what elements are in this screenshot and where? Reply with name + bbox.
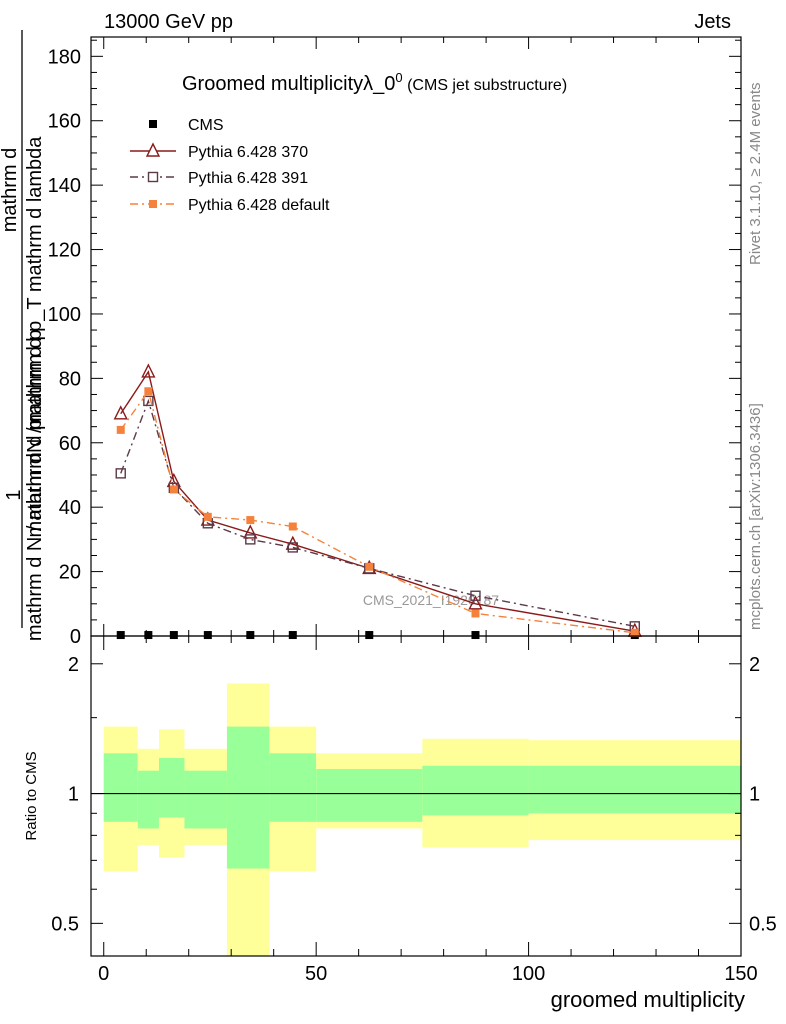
main-plot-panel: 0 20 40 60 80 100 120 140 160 180 Groomed multipli… — [0, 30, 742, 648]
data-point — [470, 590, 481, 601]
data-point — [365, 631, 374, 640]
series-line — [120, 370, 635, 632]
chart-title: Groomed multiplicityλ_00 (CMS jet substr… — [182, 70, 567, 95]
ratio-y-tick-label-right: 0.5 — [749, 913, 777, 935]
uncertainty-band-inner — [103, 753, 138, 822]
data-point — [246, 631, 255, 640]
data-point — [630, 628, 639, 637]
data-point — [169, 631, 178, 640]
uncertainty-band-inner — [158, 757, 185, 818]
y-tick-label: 20 — [59, 562, 81, 584]
y-label-denominator: mathrm d N / mathrm d p — [24, 419, 46, 641]
data-point — [141, 363, 156, 378]
data-point — [365, 562, 374, 571]
header-energy-label: 13000 GeV pp — [104, 11, 233, 33]
ratio-y-tick-label: 0.5 — [51, 913, 79, 935]
ratio-y-tick-label: 1 — [68, 784, 79, 806]
y-tick-label: 140 — [48, 175, 81, 197]
analysis-watermark: CMS_2021_I1920187 — [363, 592, 499, 608]
series-cms — [116, 631, 639, 640]
data-point — [245, 534, 256, 545]
x-tick-label: 150 — [724, 963, 757, 985]
y-axis-label: 1 mathrm dN / mathrm d p_T mathrm d lambd… — [0, 30, 65, 641]
header-jets-label: Jets — [694, 11, 731, 33]
uncertainty-band-inner — [269, 753, 317, 822]
uncertainty-band-inner — [184, 770, 227, 829]
legend-item: CMS — [149, 117, 224, 134]
data-point — [288, 522, 297, 531]
legend: CMS Pythia 6.428 370 Pythia 6.428 391 Pythi… — [130, 117, 330, 214]
rivet-version-label: Rivet 3.1.10, ≥ 2.4M events — [747, 83, 764, 266]
ratio-y-tick-label-right: 2 — [749, 654, 760, 676]
legend-marker — [147, 171, 159, 183]
uncertainty-band-inner — [137, 770, 159, 829]
data-point — [203, 512, 212, 521]
x-tick-label: 50 — [305, 963, 327, 985]
y-tick-label: 160 — [48, 111, 81, 133]
x-tick-label: 100 — [512, 963, 545, 985]
y-tick-label: 0 — [70, 626, 81, 648]
data-point — [115, 468, 126, 479]
data-point — [113, 405, 128, 420]
mcplots-credit-label: mcplots.cern.ch [arXiv:1306.3436] — [747, 403, 764, 630]
data-point — [288, 631, 297, 640]
legend-label: Pythia 6.428 default — [188, 197, 330, 214]
ratio-y-tick-label: 2 — [68, 654, 79, 676]
legend-item: Pythia 6.428 370 — [130, 142, 308, 161]
x-axis-label: groomed multiplicity — [551, 987, 745, 1012]
y-label-prefix: 1 — [3, 489, 25, 500]
legend-label: CMS — [188, 117, 224, 134]
data-point — [169, 485, 178, 494]
data-point — [144, 631, 153, 640]
x-tick-label: 0 — [98, 963, 109, 985]
data-point — [471, 631, 480, 640]
legend-label: Pythia 6.428 370 — [188, 144, 308, 161]
y-tick-label: 100 — [48, 304, 81, 326]
legend-marker — [145, 142, 161, 157]
data-point — [116, 425, 125, 434]
data-point — [203, 631, 212, 640]
data-point — [468, 595, 483, 610]
ratio-y-tick-label-right: 1 — [749, 784, 760, 806]
uncertainty-band-inner — [528, 765, 741, 814]
y-label-numerator-top: mathrm d — [0, 148, 21, 232]
series-pythia-6-428-391 — [115, 395, 640, 632]
y-tick-label: 120 — [48, 240, 81, 262]
ratio-plot-frame — [90, 635, 742, 957]
data-point — [243, 524, 258, 539]
uncertainty-band-inner — [316, 769, 423, 822]
y-label-numerator: mathrm dN / mathrm d p_T mathrm d lambda — [24, 136, 46, 538]
y-label-denominator-mid: mathrm d p — [24, 329, 46, 430]
data-point — [143, 395, 154, 407]
y-tick-label: 180 — [48, 46, 81, 68]
y-label-denominator-full: mathrm d N / mathrm d p_T mathrm d p_T m… — [62, 316, 65, 343]
uncertainty-band-inner — [226, 726, 270, 869]
series-pythia-6-428-default — [116, 387, 639, 637]
legend-item: Pythia 6.428 391 — [130, 170, 308, 187]
legend-item: Pythia 6.428 default — [130, 197, 330, 214]
y-tick-label: 80 — [59, 368, 81, 390]
data-point — [144, 387, 153, 396]
y-tick-label: 40 — [59, 497, 81, 519]
legend-label: Pythia 6.428 391 — [188, 170, 308, 187]
data-point — [287, 542, 298, 553]
data-point — [471, 609, 480, 618]
data-point — [246, 516, 255, 525]
legend-marker — [149, 200, 157, 208]
y-tick-label: 60 — [59, 433, 81, 455]
ratio-y-axis-label: Ratio to CMS — [23, 751, 40, 840]
legend-marker — [149, 120, 157, 128]
data-point — [116, 631, 125, 640]
uncertainty-band-inner — [422, 765, 529, 816]
